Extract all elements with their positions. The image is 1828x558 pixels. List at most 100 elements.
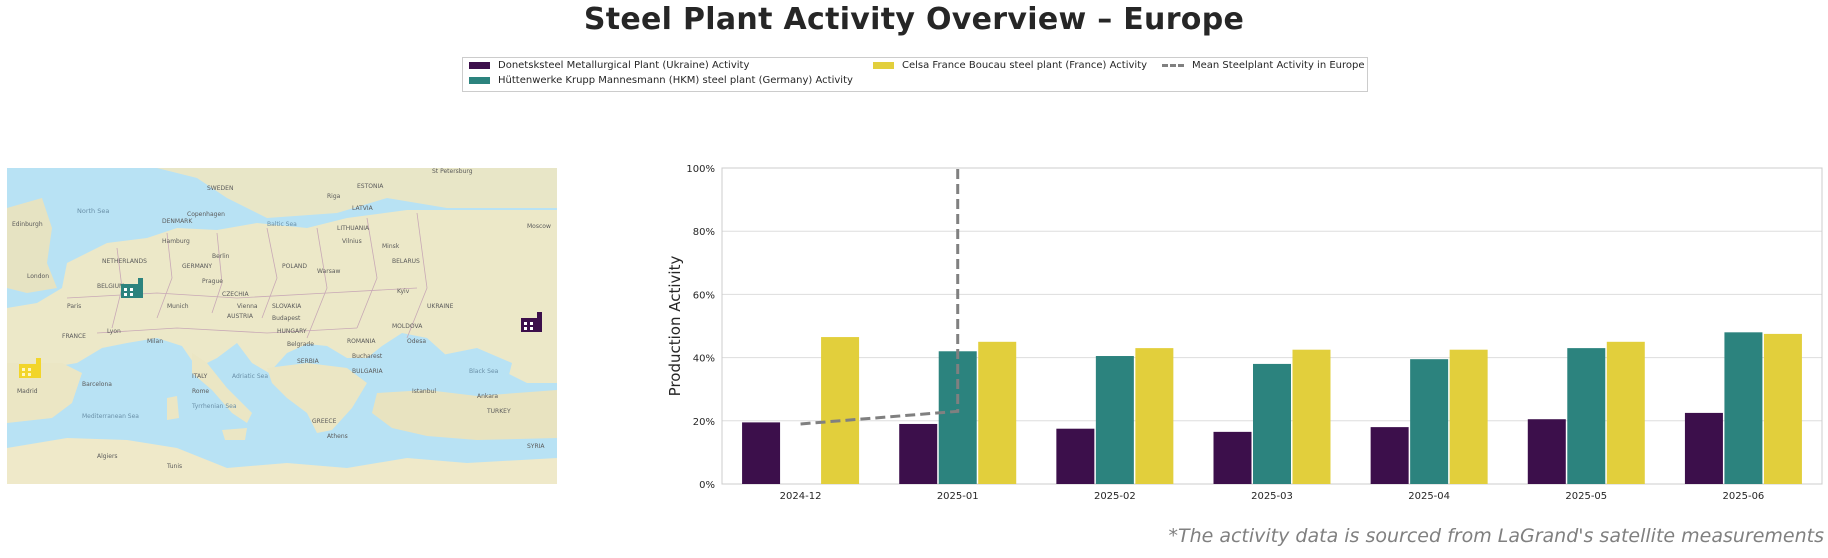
- label-munich: Munich: [167, 303, 189, 310]
- label-st-petersburg: St Petersburg: [432, 168, 473, 175]
- chart-title: Steel Plant Activity Overview – Europe: [583, 2, 1245, 37]
- label-syria: SYRIA: [527, 443, 545, 450]
- bar-1: [1684, 412, 1723, 484]
- x-tick-label: 2025-02: [1094, 491, 1136, 502]
- label-tyrrhenian: Tyrrhenian Sea: [191, 403, 237, 410]
- label-baltic-sea: Baltic Sea: [267, 221, 297, 228]
- label-lithuania: LITHUANIA: [337, 225, 370, 232]
- bar-3: [1606, 341, 1645, 484]
- land-balkans: [267, 363, 367, 433]
- label-istanbul: Istanbul: [412, 388, 436, 395]
- bar-3: [1449, 349, 1488, 484]
- label-bulgaria: BULGARIA: [352, 368, 384, 375]
- bar-1: [899, 423, 938, 484]
- land-north-africa: [7, 438, 557, 484]
- label-tunis: Tunis: [166, 463, 182, 470]
- label-odesa: Odesa: [407, 338, 426, 345]
- label-serbia: SERBIA: [297, 358, 320, 365]
- label-milan: Milan: [147, 338, 163, 345]
- bar-2: [1410, 359, 1449, 484]
- legend-swatch-celsa: [873, 62, 894, 69]
- label-ankara: Ankara: [477, 393, 498, 400]
- legend-label-hkm: Hüttenwerke Krupp Mannesmann (HKM) steel…: [498, 75, 853, 86]
- y-tick-label: 40%: [693, 354, 715, 365]
- label-sweden: SWEDEN: [207, 185, 233, 192]
- bar-2: [1724, 332, 1763, 484]
- bar-3: [1135, 348, 1174, 484]
- bar-3: [1292, 349, 1331, 484]
- label-warsaw: Warsaw: [317, 268, 340, 275]
- label-greece: GREECE: [312, 418, 337, 425]
- land-turkey: [372, 390, 557, 440]
- label-czechia: CZECHIA: [222, 291, 250, 298]
- chart-legend: Donetsksteel Metallurgical Plant (Ukrain…: [462, 57, 1368, 92]
- y-tick-label: 100%: [686, 164, 715, 175]
- x-tick-label: 2024-12: [780, 491, 822, 502]
- bar-3: [821, 337, 860, 484]
- label-italy: ITALY: [192, 373, 208, 380]
- label-belgium: BELGIUM: [97, 283, 124, 290]
- y-tick-label: 0%: [699, 480, 715, 491]
- label-poland: POLAND: [282, 263, 307, 270]
- label-ukraine: UKRAINE: [427, 303, 454, 310]
- y-tick-label: 80%: [693, 227, 715, 238]
- label-london: London: [27, 273, 49, 280]
- legend-swatch-mean: [1162, 64, 1184, 67]
- label-moldova: MOLDOVA: [392, 323, 423, 330]
- label-latvia: LATVIA: [352, 205, 374, 212]
- x-tick-label: 2025-06: [1723, 491, 1765, 502]
- factory-icon: [121, 278, 143, 298]
- legend-item-celsa: Celsa France Boucau steel plant (France)…: [873, 60, 1147, 71]
- label-france: FRANCE: [62, 333, 86, 340]
- label-riga: Riga: [327, 193, 341, 200]
- label-kyiv: Kyiv: [397, 288, 410, 295]
- legend-label-mean: Mean Steelplant Activity in Europe: [1192, 60, 1365, 71]
- label-algiers: Algiers: [97, 453, 118, 460]
- label-athens: Athens: [327, 433, 348, 440]
- label-rome: Rome: [192, 388, 209, 395]
- label-belgrade: Belgrade: [287, 341, 314, 348]
- label-madrid: Madrid: [17, 388, 38, 395]
- legend-item-hkm: Hüttenwerke Krupp Mannesmann (HKM) steel…: [469, 75, 853, 86]
- y-axis-label: Production Activity: [666, 256, 684, 397]
- bar-3: [1763, 333, 1802, 484]
- label-mediterranean: Mediterranean Sea: [82, 413, 139, 420]
- label-berlin: Berlin: [212, 253, 230, 260]
- bar-2: [1095, 356, 1134, 484]
- bar-1: [1370, 427, 1409, 484]
- label-estonia: ESTONIA: [357, 183, 384, 190]
- land-continent: [7, 210, 557, 383]
- bar-1: [1213, 431, 1252, 484]
- label-budapest: Budapest: [272, 315, 301, 322]
- bar-2: [1253, 363, 1291, 484]
- y-tick-label: 20%: [693, 417, 715, 428]
- land-italy: [192, 353, 252, 423]
- label-prague: Prague: [202, 278, 223, 285]
- mean-activity-line: [800, 168, 960, 426]
- label-paris: Paris: [67, 303, 81, 310]
- label-edinburgh: Edinburgh: [12, 221, 43, 228]
- label-vilnius: Vilnius: [342, 238, 362, 245]
- label-hamburg: Hamburg: [162, 238, 190, 245]
- label-minsk: Minsk: [382, 243, 400, 250]
- land-sicily: [222, 428, 247, 440]
- label-germany: GERMANY: [182, 263, 212, 270]
- bar-1: [742, 422, 781, 484]
- x-tick-label: 2025-01: [937, 491, 979, 502]
- y-tick-label: 60%: [693, 290, 715, 301]
- label-slovakia: SLOVAKIA: [272, 303, 302, 310]
- label-bucharest: Bucharest: [352, 353, 383, 360]
- factory-icon: [521, 312, 542, 332]
- label-barcelona: Barcelona: [82, 381, 112, 388]
- label-black-sea: Black Sea: [469, 368, 499, 375]
- black-sea: [427, 348, 512, 390]
- label-lyon: Lyon: [107, 328, 121, 335]
- legend-swatch-hkm: [469, 77, 490, 84]
- bar-1: [1527, 419, 1566, 484]
- legend-item-mean: Mean Steelplant Activity in Europe: [1162, 60, 1365, 71]
- data-source-footnote: *The activity data is sourced from LaGra…: [1168, 525, 1824, 547]
- label-moscow: Moscow: [527, 223, 551, 230]
- bar-2: [1567, 348, 1606, 484]
